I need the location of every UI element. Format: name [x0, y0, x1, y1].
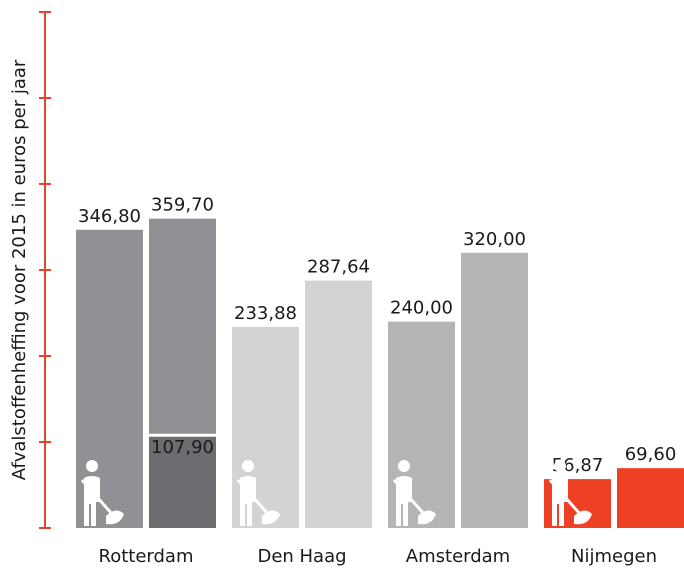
- icon-broom-stick: [80, 479, 114, 515]
- icon-head: [242, 460, 254, 472]
- bar: [305, 280, 372, 528]
- value-label: 346,80: [78, 206, 141, 227]
- value-label: 56,87: [552, 455, 604, 476]
- sweeper-icon: [548, 460, 592, 526]
- icon-broom: [106, 510, 124, 525]
- x-tick-label: Rotterdam: [99, 546, 194, 567]
- sweeper-icon: [392, 460, 436, 526]
- sweeper-icon: [236, 460, 280, 526]
- value-label: 320,00: [463, 229, 526, 250]
- bar-segment: [149, 435, 216, 528]
- icon-broom: [262, 510, 280, 525]
- value-label: 69,60: [625, 444, 677, 465]
- icon-broom: [574, 510, 592, 525]
- icon-head: [398, 460, 410, 472]
- value-label: 240,00: [390, 298, 453, 319]
- x-tick-label: Den Haag: [257, 546, 346, 567]
- x-tick-label: Nijmegen: [571, 546, 657, 567]
- value-label: 287,64: [307, 257, 370, 278]
- bar: [617, 468, 684, 528]
- icon-broom-stick: [236, 479, 270, 515]
- icon-head: [554, 460, 566, 472]
- value-label: 359,70: [151, 195, 214, 216]
- icon-broom-stick: [548, 479, 582, 515]
- x-tick-label: Amsterdam: [406, 546, 510, 567]
- value-label: 233,88: [234, 303, 297, 324]
- icon-broom-stick: [392, 479, 426, 515]
- sweeper-icon: [80, 460, 124, 526]
- bar: [461, 252, 528, 529]
- icon-broom: [418, 510, 436, 525]
- value-label: 107,90: [151, 437, 214, 458]
- y-axis-label: Afvalstoffenheffing voor 2015 in euros p…: [9, 59, 30, 480]
- icon-head: [86, 460, 98, 472]
